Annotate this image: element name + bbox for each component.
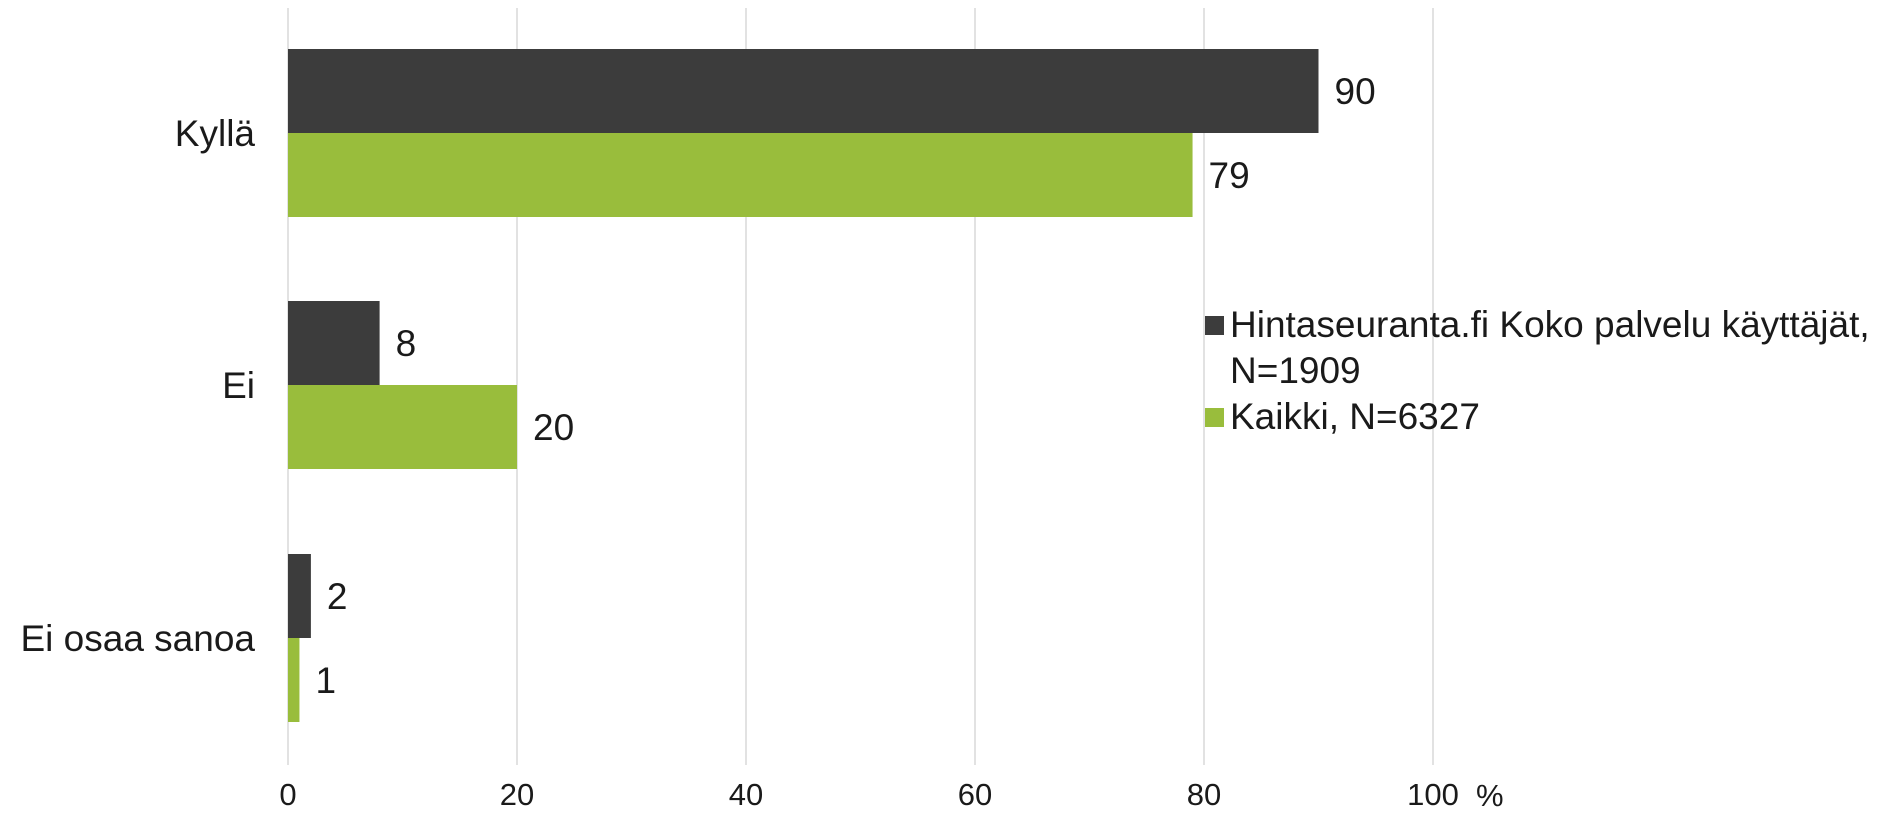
x-axis-unit-label: % [1476,778,1504,813]
bars [288,49,1319,722]
x-tick-label: 40 [729,777,763,812]
data-label: 90 [1335,71,1376,112]
x-tick-label: 60 [958,777,992,812]
data-label: 20 [533,407,574,448]
legend-label-series-1: Hintaseuranta.fi Koko palvelu käyttäjät,… [1230,304,1870,391]
legend-swatch-series-1 [1205,316,1224,335]
x-tick-label: 20 [500,777,534,812]
bar-series-2-0 [288,133,1193,217]
bar-series-2-2 [288,638,300,722]
x-tick-label: 0 [279,777,296,812]
x-tick-labels: 0 20 40 60 80 100 [279,777,1458,812]
bar-series-2-1 [288,385,517,469]
data-label: 2 [327,576,348,617]
legend: Hintaseuranta.fi Koko palvelu käyttäjät,… [1205,302,1895,440]
category-labels: Kyllä Ei Ei osaa sanoa [20,113,255,659]
data-labels: 90 8 2 79 20 1 [315,71,1375,701]
bar-series-1-0 [288,49,1319,133]
x-tick-label: 100 [1407,777,1459,812]
data-label: 1 [315,660,336,701]
legend-swatch-series-2 [1205,408,1224,427]
category-label: Ei [222,365,255,406]
x-tick-label: 80 [1187,777,1221,812]
category-label: Ei osaa sanoa [20,618,255,659]
category-label: Kyllä [175,113,256,154]
legend-label-series-2: Kaikki, N=6327 [1230,396,1480,437]
bar-series-1-1 [288,301,380,385]
bar-series-1-2 [288,554,311,638]
legend-item-series-2: Kaikki, N=6327 [1205,394,1895,440]
data-label: 79 [1209,155,1250,196]
data-label: 8 [396,323,417,364]
legend-item-series-1: Hintaseuranta.fi Koko palvelu käyttäjät,… [1205,302,1895,394]
